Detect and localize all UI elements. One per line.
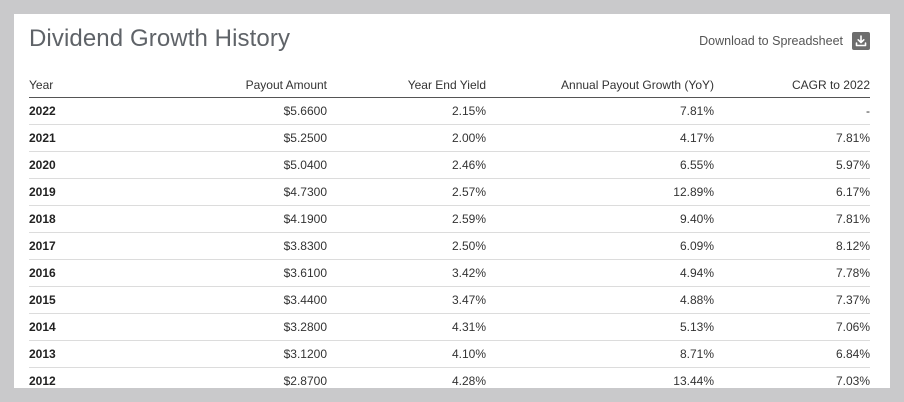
cell-year-end-yield: 4.10% [327, 340, 486, 368]
cell-year: 2013 [29, 340, 109, 368]
cell-annual-payout-growth: 6.55% [486, 151, 714, 179]
table-row: 2012 $2.8700 4.28% 13.44% 7.03% [29, 367, 870, 388]
header-cagr[interactable]: CAGR to 2022 [714, 73, 870, 98]
cell-year: 2022 [29, 97, 109, 125]
cell-year: 2021 [29, 124, 109, 152]
cell-payout-amount: $2.8700 [109, 367, 327, 388]
cell-cagr: 8.12% [714, 232, 870, 260]
cell-year: 2016 [29, 259, 109, 287]
cell-year: 2014 [29, 313, 109, 341]
table-row: 2022 $5.6600 2.15% 7.81% - [29, 97, 870, 125]
cell-annual-payout-growth: 4.88% [486, 286, 714, 314]
table-row: 2017 $3.8300 2.50% 6.09% 8.12% [29, 232, 870, 260]
cell-year-end-yield: 2.57% [327, 178, 486, 206]
cell-cagr: - [714, 97, 870, 125]
download-icon [852, 32, 870, 50]
header-year-end-yield[interactable]: Year End Yield [327, 73, 486, 98]
table-row: 2016 $3.6100 3.42% 4.94% 7.78% [29, 259, 870, 287]
cell-payout-amount: $3.6100 [109, 259, 327, 287]
cell-payout-amount: $3.4400 [109, 286, 327, 314]
cell-payout-amount: $3.8300 [109, 232, 327, 260]
cell-payout-amount: $5.2500 [109, 124, 327, 152]
table-row: 2018 $4.1900 2.59% 9.40% 7.81% [29, 205, 870, 233]
cell-cagr: 7.78% [714, 259, 870, 287]
cell-year-end-yield: 4.28% [327, 367, 486, 388]
cell-cagr: 7.06% [714, 313, 870, 341]
cell-annual-payout-growth: 9.40% [486, 205, 714, 233]
cell-year-end-yield: 2.50% [327, 232, 486, 260]
table-row: 2015 $3.4400 3.47% 4.88% 7.37% [29, 286, 870, 314]
cell-cagr: 7.81% [714, 124, 870, 152]
page-title: Dividend Growth History [29, 25, 291, 52]
cell-year: 2020 [29, 151, 109, 179]
cell-payout-amount: $5.6600 [109, 97, 327, 125]
cell-annual-payout-growth: 6.09% [486, 232, 714, 260]
cell-payout-amount: $3.1200 [109, 340, 327, 368]
cell-cagr: 6.17% [714, 178, 870, 206]
cell-year: 2019 [29, 178, 109, 206]
cell-year-end-yield: 3.42% [327, 259, 486, 287]
cell-annual-payout-growth: 12.89% [486, 178, 714, 206]
cell-annual-payout-growth: 13.44% [486, 367, 714, 388]
cell-annual-payout-growth: 4.17% [486, 124, 714, 152]
table-row: 2013 $3.1200 4.10% 8.71% 6.84% [29, 340, 870, 368]
card-header: Dividend Growth History Download to Spre… [14, 14, 890, 70]
cell-year: 2012 [29, 367, 109, 388]
download-label: Download to Spreadsheet [699, 34, 843, 48]
cell-year-end-yield: 2.46% [327, 151, 486, 179]
dividend-history-table: Year Payout Amount Year End Yield Annual… [29, 73, 870, 388]
header-year[interactable]: Year [29, 73, 109, 98]
cell-cagr: 5.97% [714, 151, 870, 179]
cell-annual-payout-growth: 4.94% [486, 259, 714, 287]
cell-payout-amount: $3.2800 [109, 313, 327, 341]
cell-cagr: 7.81% [714, 205, 870, 233]
download-spreadsheet-button[interactable]: Download to Spreadsheet [699, 32, 870, 50]
table-row: 2019 $4.7300 2.57% 12.89% 6.17% [29, 178, 870, 206]
dividend-growth-card: Dividend Growth History Download to Spre… [14, 14, 890, 388]
cell-year-end-yield: 2.00% [327, 124, 486, 152]
cell-cagr: 6.84% [714, 340, 870, 368]
cell-year: 2017 [29, 232, 109, 260]
cell-payout-amount: $5.0400 [109, 151, 327, 179]
cell-cagr: 7.37% [714, 286, 870, 314]
table-header-row: Year Payout Amount Year End Yield Annual… [29, 73, 870, 98]
cell-year-end-yield: 4.31% [327, 313, 486, 341]
cell-cagr: 7.03% [714, 367, 870, 388]
cell-year-end-yield: 3.47% [327, 286, 486, 314]
cell-payout-amount: $4.1900 [109, 205, 327, 233]
cell-year-end-yield: 2.59% [327, 205, 486, 233]
cell-payout-amount: $4.7300 [109, 178, 327, 206]
table-body: 2022 $5.6600 2.15% 7.81% -2021 $5.2500 2.00% 4.… [29, 97, 870, 388]
cell-year-end-yield: 2.15% [327, 97, 486, 125]
header-annual-payout-growth[interactable]: Annual Payout Growth (YoY) [486, 73, 714, 98]
table-row: 2021 $5.2500 2.00% 4.17% 7.81% [29, 124, 870, 152]
cell-annual-payout-growth: 5.13% [486, 313, 714, 341]
cell-annual-payout-growth: 8.71% [486, 340, 714, 368]
cell-year: 2018 [29, 205, 109, 233]
table-row: 2014 $3.2800 4.31% 5.13% 7.06% [29, 313, 870, 341]
header-payout-amount[interactable]: Payout Amount [109, 73, 327, 98]
table-row: 2020 $5.0400 2.46% 6.55% 5.97% [29, 151, 870, 179]
cell-year: 2015 [29, 286, 109, 314]
cell-annual-payout-growth: 7.81% [486, 97, 714, 125]
